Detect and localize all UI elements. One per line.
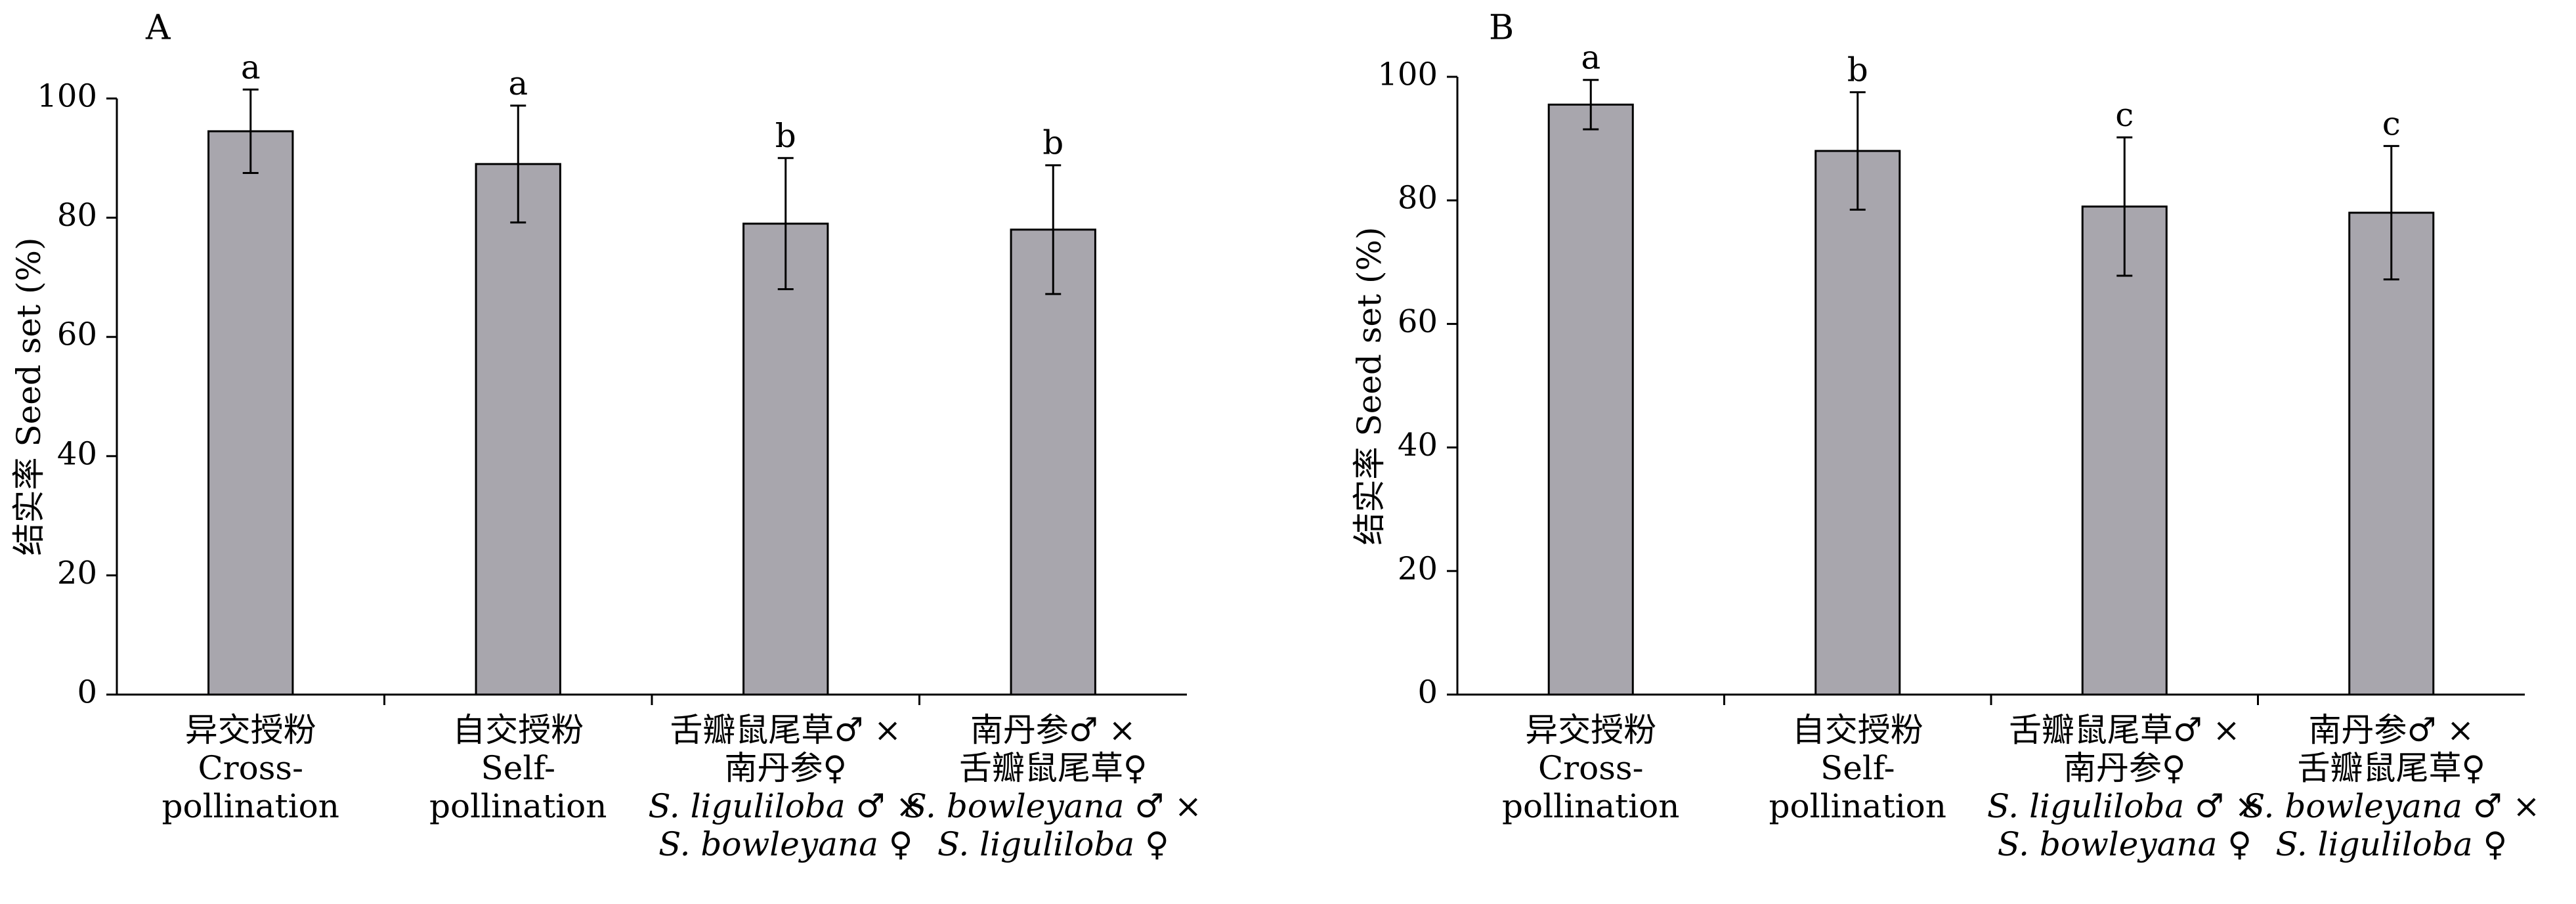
- panel-b-category-label: 舌瓣鼠尾草♀: [2297, 749, 2485, 787]
- panel-a-significance-letter: b: [775, 117, 796, 155]
- panel-b-y-tick-label: 100: [1377, 56, 1438, 93]
- panel-a-bar: [475, 163, 561, 696]
- panel-a-significance-letter: b: [1042, 124, 1063, 162]
- panel-a-bar: [1010, 228, 1096, 696]
- panel-a-category-label: pollination: [429, 787, 607, 825]
- panel-a-y-tick-label: 0: [77, 674, 97, 711]
- panel-b-significance-letter: a: [1581, 39, 1600, 77]
- panel-a-category-label: pollination: [162, 787, 339, 825]
- panel-b-significance-letter: c: [2115, 96, 2134, 134]
- panel-a-significance-letter: a: [508, 64, 528, 102]
- panel-a-y-tick-label: 60: [57, 316, 97, 353]
- panel-b-y-tick-label: 40: [1398, 427, 1438, 463]
- panel-b-category-label: S. bowleyana ♀: [1998, 825, 2252, 863]
- panel-a-category-label: 异交授粉: [185, 711, 316, 749]
- panel-a-category-label: 自交授粉: [452, 711, 584, 749]
- panel-b-category-label: pollination: [1769, 787, 1946, 825]
- panel-a-y-tick-label: 40: [57, 435, 97, 472]
- panel-a-category-label: S. bowleyana ♂ ×: [905, 787, 1202, 825]
- panel-b-y-tick-label: 80: [1398, 180, 1438, 217]
- panel-a-y-tick-label: 100: [37, 78, 97, 115]
- panel-b-category-label: 异交授粉: [1525, 711, 1656, 749]
- panel-b-bar: [2081, 205, 2168, 696]
- panel-a-category-label: S. bowleyana ♀: [658, 825, 912, 863]
- panel-b-y-tick-label: 0: [1417, 674, 1438, 711]
- panel-b-bar: [1814, 150, 1901, 696]
- panel-a-category-label: 南丹参♀: [724, 749, 847, 787]
- panel-b-category-label: 南丹参♂ ×: [2308, 711, 2474, 749]
- panel-a-category-label: 南丹参♂ ×: [970, 711, 1136, 749]
- panel-b-category-label: pollination: [1502, 787, 1679, 825]
- panel-b-y-tick-label: 60: [1398, 303, 1438, 340]
- panel-a-significance-letter: a: [241, 48, 261, 86]
- panel-a-y-axis-title: 结实率 Seed set (%): [10, 238, 48, 556]
- panel-b-category-label: Self-: [1820, 749, 1895, 787]
- panel-b-category-label: 南丹参♀: [2063, 749, 2186, 787]
- panel-a-bar: [207, 130, 294, 696]
- panel-a-letter: A: [145, 9, 171, 48]
- panel-b-category-label: 舌瓣鼠尾草♂ ×: [2009, 711, 2241, 749]
- panel-b-significance-letter: b: [1847, 51, 1868, 89]
- panel-a-y-tick-label: 20: [57, 555, 97, 592]
- panel-a-bar: [742, 223, 829, 696]
- panel-b-category-label: 自交授粉: [1792, 711, 1923, 749]
- panel-a-y-tick-label: 80: [57, 197, 97, 234]
- panel-b-bar: [2348, 211, 2435, 696]
- panel-a-category-label: S. liguliloba ♂ ×: [648, 787, 923, 825]
- panel-b-category-label: S. liguliloba ♂ ×: [1987, 787, 2262, 825]
- panel-a-category-label: 舌瓣鼠尾草♀: [959, 749, 1148, 787]
- panel-a-category-label: Cross-: [198, 749, 303, 787]
- panel-a-category-label: Self-: [481, 749, 555, 787]
- panel-b-bar: [1547, 103, 1634, 696]
- panel-b-category-label: S. bowleyana ♂ ×: [2243, 787, 2540, 825]
- panel-b-category-label: S. liguliloba ♀: [2275, 825, 2507, 863]
- panel-a-category-label: S. liguliloba ♀: [937, 825, 1169, 863]
- panel-b-y-tick-label: 20: [1398, 550, 1438, 587]
- panel-b-letter: B: [1489, 9, 1514, 48]
- panel-b-significance-letter: c: [2382, 104, 2401, 142]
- panel-b-y-axis-title: 结实率 Seed set (%): [1350, 227, 1388, 546]
- panel-b-category-label: Cross-: [1538, 749, 1643, 787]
- panel-a-category-label: 舌瓣鼠尾草♂ ×: [670, 711, 901, 749]
